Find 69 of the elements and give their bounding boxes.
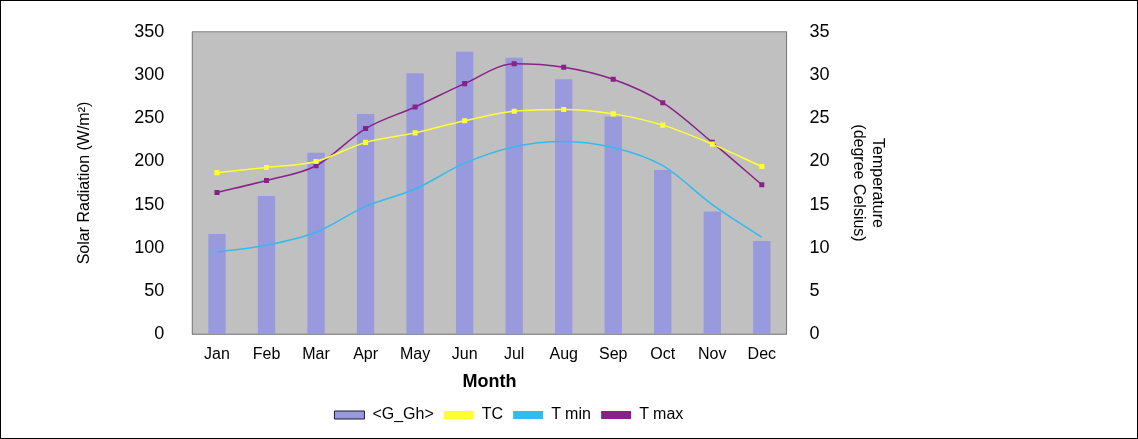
point bbox=[759, 164, 765, 170]
x-tick-label: Jul bbox=[503, 345, 525, 363]
y-tick-label: 200 bbox=[134, 150, 165, 171]
y2-tick-label: 25 bbox=[809, 107, 830, 128]
y2-tick-label: 35 bbox=[809, 20, 830, 41]
x-tick-label: Mar bbox=[302, 345, 331, 363]
x-tick-label: Jan bbox=[204, 345, 230, 363]
legend-label: TC bbox=[481, 405, 504, 423]
y-tick-label: 150 bbox=[134, 193, 165, 214]
x-tick-label: Oct bbox=[650, 345, 676, 363]
legend-label: <G_Gh> bbox=[372, 405, 434, 424]
point bbox=[462, 118, 468, 124]
bar bbox=[654, 170, 672, 335]
y2-axis-title: Temperature (degree Celsius) bbox=[850, 124, 887, 242]
y2-tick-label: 20 bbox=[809, 150, 830, 171]
point bbox=[511, 61, 517, 67]
x-tick-label: Nov bbox=[698, 345, 727, 363]
legend-label: T max bbox=[639, 405, 684, 423]
x-axis-title: Month bbox=[462, 371, 517, 392]
point bbox=[610, 111, 616, 117]
x-tick-label: Aug bbox=[549, 345, 578, 363]
y2-tick-label: 15 bbox=[809, 193, 830, 214]
bar bbox=[753, 240, 771, 335]
point bbox=[561, 107, 567, 113]
x-tick-label: Feb bbox=[252, 345, 281, 363]
point bbox=[561, 64, 567, 70]
x-tick-label: Dec bbox=[747, 345, 777, 363]
y2-tick-label: 30 bbox=[809, 63, 830, 84]
y-tick-label: 300 bbox=[134, 63, 165, 84]
point bbox=[363, 139, 369, 145]
y2-tick-label: 5 bbox=[809, 279, 820, 300]
x-tick-label: Apr bbox=[353, 345, 379, 363]
bar bbox=[208, 233, 226, 335]
y-tick-label: 350 bbox=[134, 20, 165, 41]
y2-tick-label: 0 bbox=[809, 323, 820, 344]
bar bbox=[356, 113, 375, 335]
point bbox=[412, 130, 418, 136]
point bbox=[214, 170, 220, 176]
point bbox=[462, 81, 468, 87]
bar bbox=[406, 73, 424, 335]
point bbox=[264, 177, 270, 183]
point bbox=[511, 108, 517, 114]
x-tick-label: May bbox=[399, 345, 431, 363]
line-series bbox=[216, 140, 763, 253]
x-tick-label: Jun bbox=[451, 345, 478, 363]
point bbox=[660, 122, 666, 128]
y-tick-label: 100 bbox=[134, 236, 165, 257]
bar bbox=[505, 57, 523, 335]
y-tick-label: 50 bbox=[144, 279, 165, 300]
point bbox=[412, 104, 418, 110]
bar bbox=[555, 79, 573, 335]
bar bbox=[307, 152, 325, 335]
point bbox=[264, 164, 270, 170]
y-tick-label: 250 bbox=[134, 107, 165, 128]
bar bbox=[455, 51, 474, 335]
point bbox=[660, 100, 666, 106]
y-axis-title: Solar Radiation (W/m²) bbox=[75, 101, 93, 265]
y2-tick-label: 10 bbox=[809, 236, 830, 257]
point bbox=[363, 126, 369, 132]
bar bbox=[703, 211, 721, 335]
bar bbox=[257, 195, 276, 335]
legend-label: T min bbox=[551, 405, 591, 423]
x-tick-label: Sep bbox=[598, 345, 628, 363]
point bbox=[610, 76, 616, 82]
point bbox=[313, 158, 319, 164]
bar bbox=[604, 116, 622, 335]
point bbox=[214, 189, 220, 196]
point bbox=[759, 182, 765, 188]
y-tick-label: 0 bbox=[154, 323, 165, 344]
